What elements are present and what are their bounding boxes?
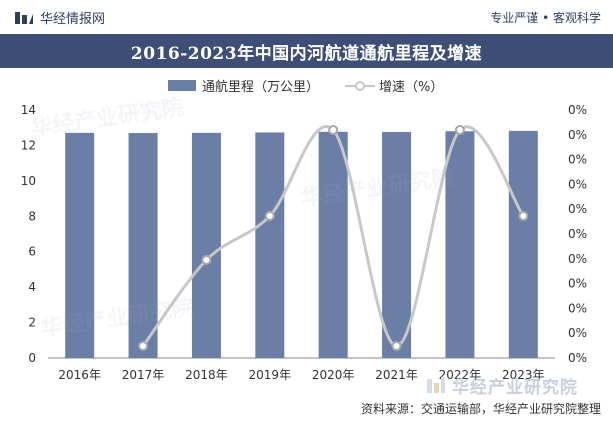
source-note: 资料来源：交通运输部，华经产业研究院整理: [360, 402, 601, 416]
x-tick-label: 2018年: [185, 368, 228, 382]
y-left-tick-label: 2: [28, 316, 36, 330]
y-left-tick-label: 6: [28, 245, 36, 259]
bar: [382, 131, 412, 358]
y-right-tick-label: 0%: [568, 103, 587, 117]
y-right-tick-label: 0%: [568, 177, 587, 191]
legend-item-bar: 通航里程（万公里）: [168, 76, 319, 95]
x-tick-label: 2023年: [502, 368, 545, 382]
y-left-tick-label: 8: [28, 209, 36, 223]
legend-label-bar: 通航里程（万公里）: [202, 80, 320, 95]
y-left-tick-label: 14: [21, 103, 36, 117]
chart-title-bar: 2016-2023年中国内河航道通航里程及增速: [0, 34, 613, 68]
footer-logo-icon: [427, 377, 445, 393]
x-tick-label: 2020年: [312, 368, 355, 382]
y-left-tick-label: 10: [21, 174, 36, 188]
growth-point: [454, 125, 465, 135]
brand-logo-icon: [15, 11, 33, 24]
brand-name: 华经情报网: [40, 12, 106, 27]
x-tick-label: 2017年: [122, 368, 165, 382]
legend-label-line: 增速（%）: [379, 80, 444, 95]
y-left-tick-label: 4: [28, 280, 36, 294]
top-header: 华经情报网 专业严谨 • 客观科学: [0, 0, 613, 34]
legend: 通航里程（万公里） 增速（%）: [0, 76, 613, 95]
bar: [65, 132, 95, 358]
y-right-tick-label: 0%: [568, 128, 587, 142]
footer-logo: 华经产业研究院: [425, 374, 610, 398]
growth-point: [518, 211, 529, 221]
y-right-tick-label: 0%: [568, 202, 587, 216]
y-right-tick-label: 0%: [568, 277, 587, 291]
footer-logo-text: 华经产业研究院: [452, 377, 578, 398]
growth-point: [328, 125, 339, 135]
x-tick-label: 2021年: [375, 368, 418, 382]
x-tick-label: 2022年: [439, 368, 482, 382]
growth-point: [391, 341, 402, 351]
slogan: 专业严谨 • 客观科学: [490, 11, 601, 25]
y-right-tick-label: 0%: [568, 326, 587, 340]
legend-line-swatch: [345, 80, 375, 91]
bar: [128, 133, 158, 358]
x-tick-label: 2016年: [58, 368, 101, 382]
bar: [191, 132, 221, 358]
y-right-tick-label: 0%: [568, 227, 587, 241]
y-right-tick-label: 0%: [568, 252, 587, 266]
x-tick-label: 2019年: [249, 368, 292, 382]
y-left-tick-label: 0: [28, 351, 36, 365]
bar: [445, 131, 475, 358]
growth-point: [201, 255, 212, 265]
growth-point: [264, 211, 275, 221]
bar: [318, 131, 348, 358]
y-right-tick-label: 0%: [568, 153, 587, 167]
legend-bar-swatch: [168, 80, 196, 91]
brand: 华经情报网: [14, 8, 105, 27]
chart-title: 2016-2023年中国内河航道通航里程及增速: [130, 43, 483, 64]
y-right-tick-label: 0%: [568, 351, 587, 365]
y-left-tick-label: 12: [21, 138, 36, 152]
y-right-tick-label: 0%: [568, 301, 587, 315]
bar: [255, 132, 285, 358]
growth-point: [138, 341, 149, 351]
bar: [508, 130, 538, 358]
legend-item-line: 增速（%）: [345, 76, 443, 95]
